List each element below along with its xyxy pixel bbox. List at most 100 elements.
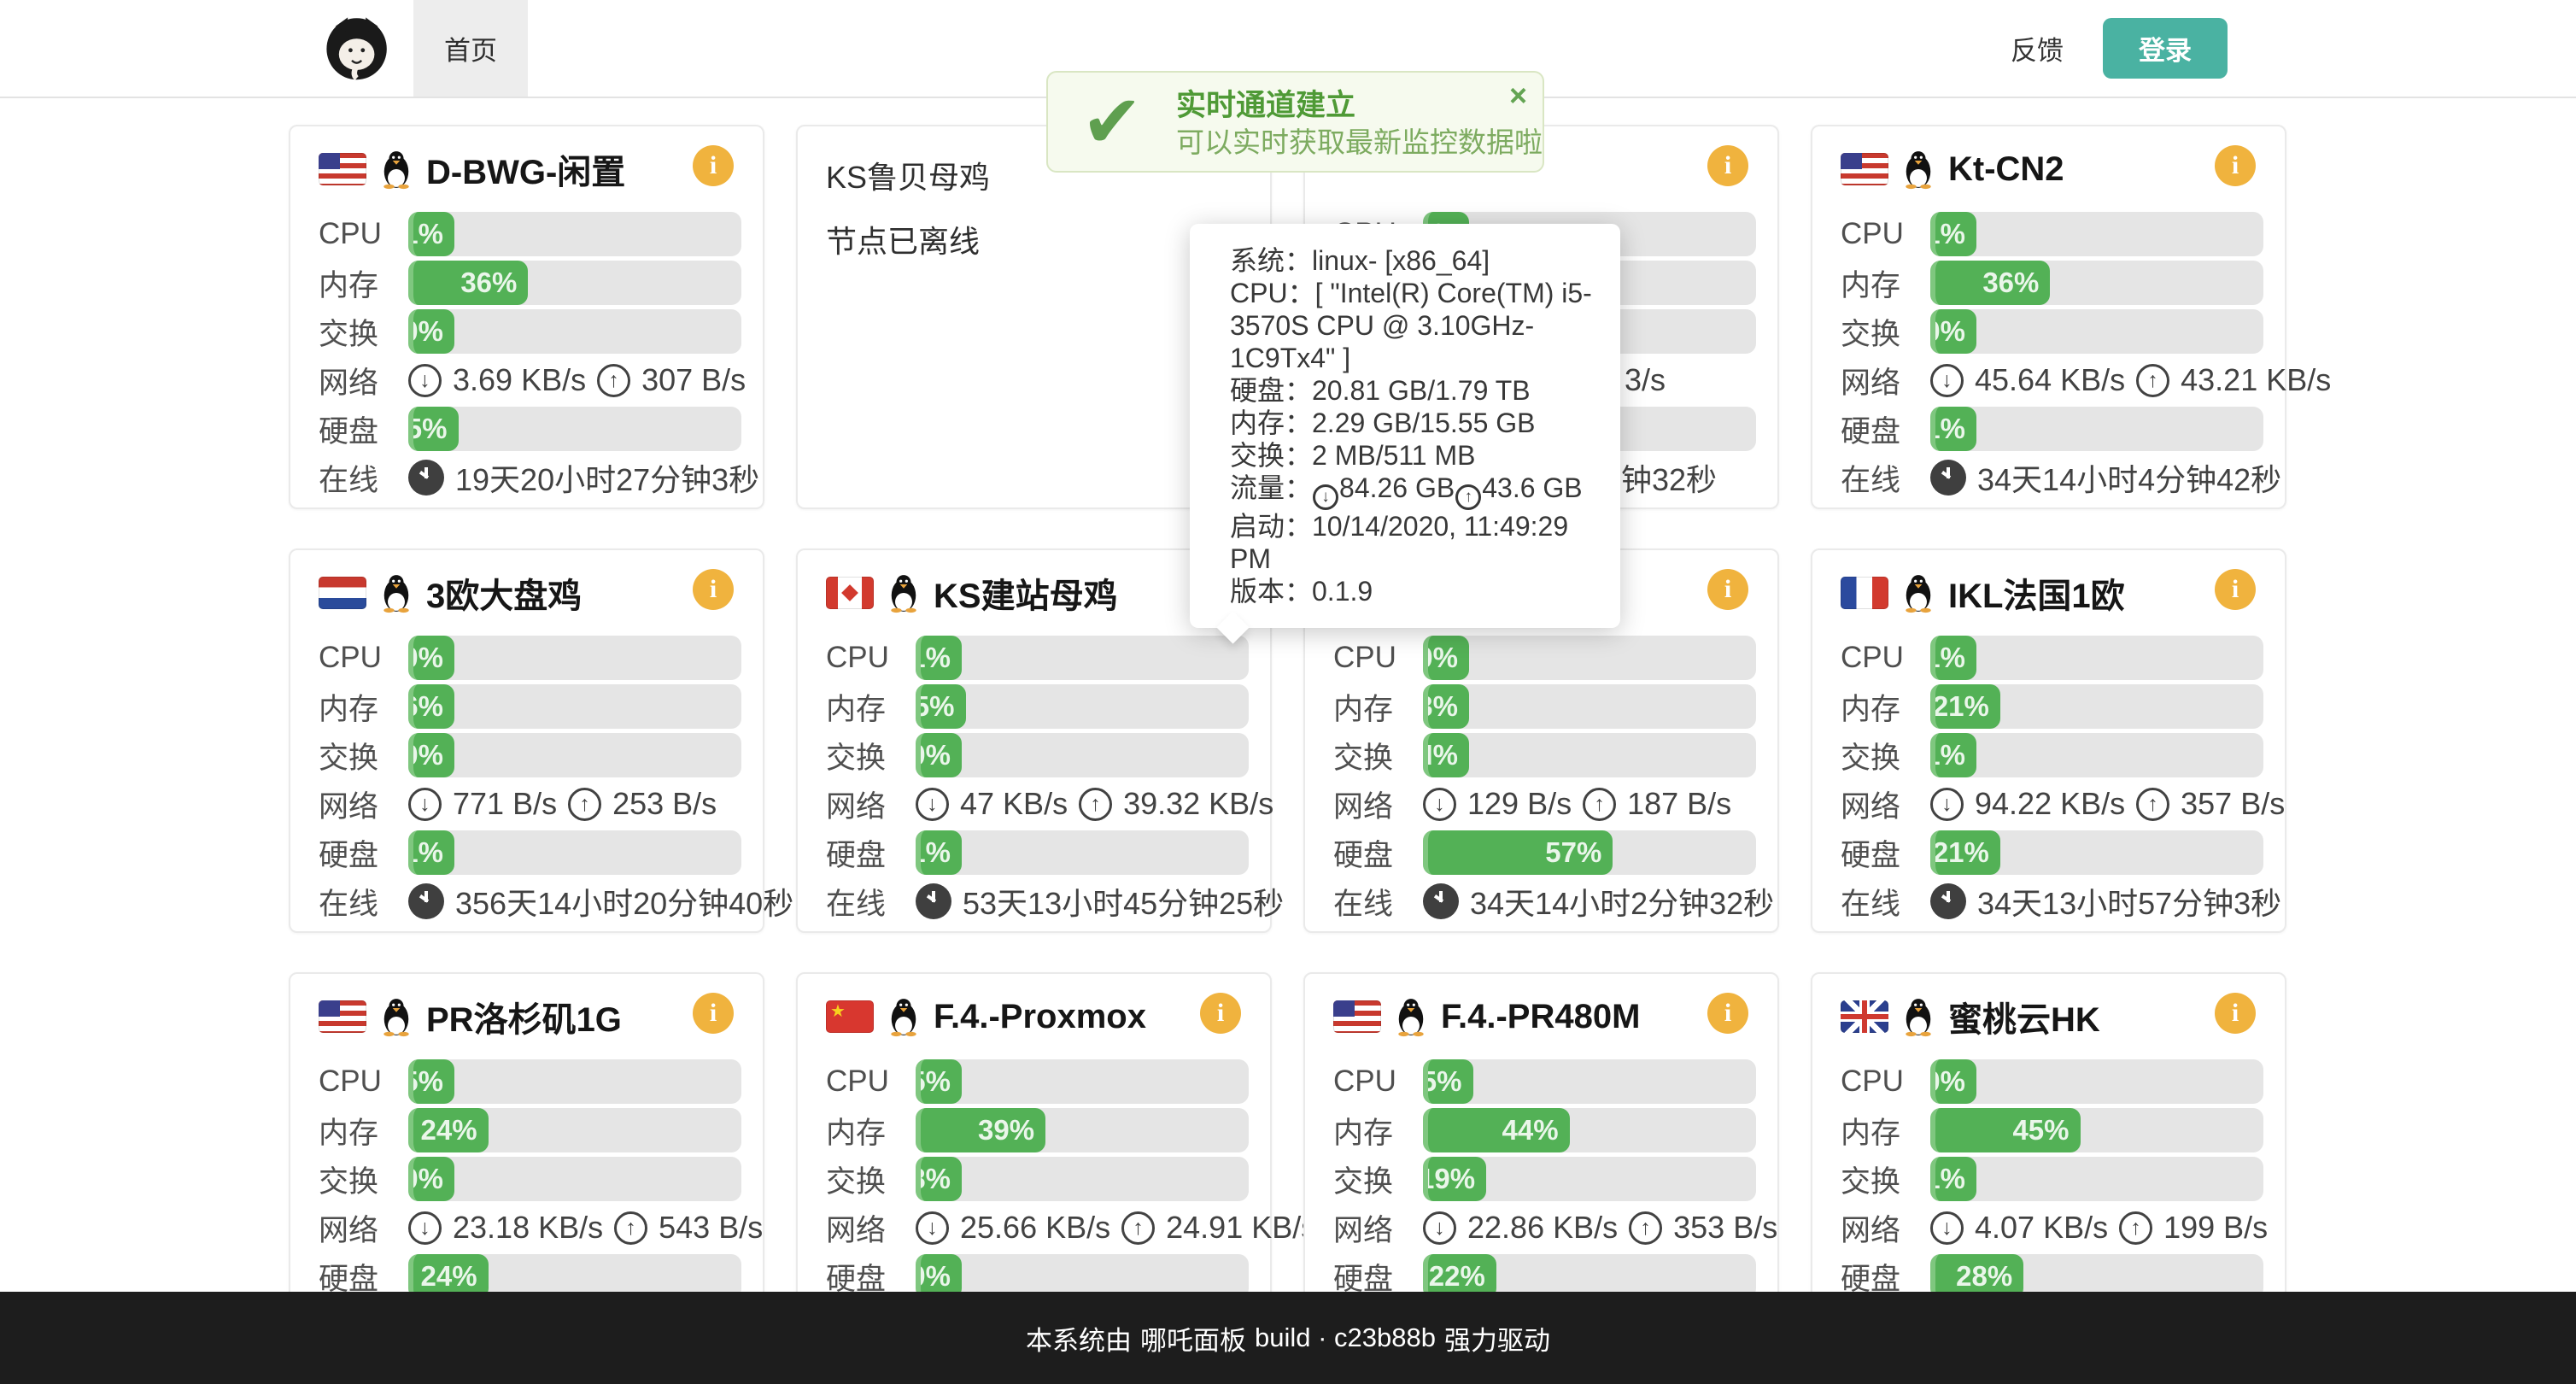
disk-row: 硬盘 10% [826,1254,1249,1299]
country-flag-icon [1841,1000,1888,1033]
linux-icon [1906,999,1931,1037]
download-speed: 22.86 KB/s [1467,1210,1619,1245]
cpu-row: CPU 0% [319,636,741,680]
swap-bar-fill: 1% [1930,1157,1976,1201]
country-flag-icon [1333,1000,1381,1033]
memory-bar-fill: 36% [408,261,529,305]
clock-icon [408,460,444,496]
swap-progressbar: 1% [1930,733,2263,777]
success-check-icon: ✔ [1080,80,1144,163]
uptime-value: 53天13小时45分钟25秒 [963,886,1285,921]
download-icon: ↓ [408,1211,442,1245]
cpu-label: CPU [1841,641,1904,674]
cpu-progressbar: 1% [1930,636,2263,680]
upload-speed: 199 B/s [2163,1210,2269,1245]
network-label: 网络 [1841,789,1901,824]
linux-icon [891,999,916,1037]
network-label: 网络 [826,1213,887,1247]
info-icon[interactable]: i [693,145,734,186]
footer: 本系统由 哪吒面板 build · c23b88b 强力驱动 [0,1292,2576,1384]
info-icon[interactable]: i [1707,993,1748,1034]
info-icon[interactable]: i [693,993,734,1034]
swap-bar-fill: NaN% [1423,733,1469,777]
server-name: F.4.-Proxmox [934,997,1146,1035]
disk-label: 硬盘 [1841,1262,1901,1296]
memory-percent: 36% [1982,267,2040,298]
swap-label: 交换 [826,1164,887,1199]
info-icon[interactable]: i [1707,145,1748,186]
swap-bar-fill: 0% [408,733,454,777]
swap-row: 交换 8% [826,1157,1249,1201]
memory-label: 内存 [826,692,887,726]
memory-row: 内存 36% [319,261,741,305]
memory-row: 内存 39% [826,1108,1249,1152]
swap-progressbar: 19% [1423,1157,1756,1201]
tooltip-line: 流量： ↓ 84.26 GB ↑ 43.6 GB [1230,472,1596,510]
swap-row: 交换 1% [1841,733,2263,777]
feedback-link[interactable]: 反馈 [2011,0,2064,97]
cpu-label: CPU [1841,217,1904,250]
disk-bar-fill: 22% [1423,1254,1496,1299]
network-row: 网络 ↓ 4.07 KB/s ↑ 199 B/s [1841,1205,2268,1250]
nav-tab-home[interactable]: 首页 [413,0,528,97]
footer-panel-link[interactable]: 哪吒面板 [1140,1325,1246,1356]
swap-bar-fill: 0% [408,309,454,354]
swap-bar-fill: 0% [1930,309,1976,354]
cpu-progressbar: 1% [916,636,1249,680]
tooltip-line: 版本：0.1.9 [1230,576,1373,607]
clock-icon [916,883,951,919]
cpu-progressbar: 0% [1930,1059,2263,1104]
swap-row: 交换 0% [1841,309,2263,354]
cpu-bar-fill: 5% [916,1059,962,1104]
info-icon[interactable]: i [693,569,734,610]
server-card-header: 3欧大盘鸡 [319,564,741,622]
swap-row: 交换 0% [319,1157,741,1201]
disk-bar-fill: 24% [408,1254,489,1299]
uptime-value: 34天14小时4分钟42秒 [1977,462,2282,497]
disk-progressbar: 28% [1930,1254,2263,1299]
disk-progressbar: 22% [1423,1254,1756,1299]
footer-prefix: 本系统由 [1026,1325,1132,1356]
close-icon[interactable]: × [1508,78,1527,113]
offline-status: 节点已离线 [826,224,981,259]
disk-bar-fill: 57% [1423,830,1613,875]
memory-bar-fill: 15% [916,684,966,729]
upload-speed: 307 B/s [641,362,746,397]
swap-label: 交换 [1333,1164,1394,1199]
swap-progressbar: 0% [408,309,741,354]
info-icon[interactable]: i [2215,569,2256,610]
cpu-progressbar: 5% [916,1059,1249,1104]
info-icon[interactable]: i [2215,145,2256,186]
cpu-bar-fill: 15% [1423,1059,1473,1104]
cpu-bar-fill: 1% [408,212,454,256]
network-label: 网络 [319,789,379,824]
uptime-row: 在线 356天14小时20分钟40秒 [319,879,793,924]
swap-percent: 1% [1935,739,1965,771]
swap-bar-fill: 0% [916,733,962,777]
cpu-percent: 15% [1423,1065,1462,1097]
info-icon[interactable]: i [1200,993,1241,1034]
network-row: 网络 ↓ 47 KB/s ↑ 39.32 KB/s [826,782,1273,826]
memory-progressbar: 15% [916,684,1249,729]
login-button[interactable]: 登录 [2103,18,2228,79]
swap-progressbar: NaN% [1423,733,1756,777]
download-speed: 129 B/s [1467,786,1572,821]
swap-percent: 0% [413,1163,443,1194]
tooltip-line: 硬盘：20.81 GB/1.79 TB [1230,375,1531,406]
info-icon[interactable]: i [2215,993,2256,1034]
memory-bar-fill: 36% [1930,261,2051,305]
cpu-percent: 1% [1935,218,1965,249]
memory-label: 内存 [1841,1116,1901,1150]
disk-progressbar: 1% [916,830,1249,875]
swap-percent: 0% [1935,315,1965,347]
memory-percent: 15% [916,690,955,722]
upload-speed: 253 B/s [612,786,717,821]
disk-progressbar: 15% [408,407,741,451]
site-logo-avatar[interactable] [325,15,389,81]
info-icon[interactable]: i [1707,569,1748,610]
memory-row: 内存 44% [1333,1108,1756,1152]
network-row: 网络 ↓ 771 B/s ↑ 253 B/s [319,782,741,826]
cpu-row: CPU 0% [1841,1059,2263,1104]
memory-row: 内存 21% [1841,684,2263,729]
uptime-label: 在线 [319,463,379,497]
